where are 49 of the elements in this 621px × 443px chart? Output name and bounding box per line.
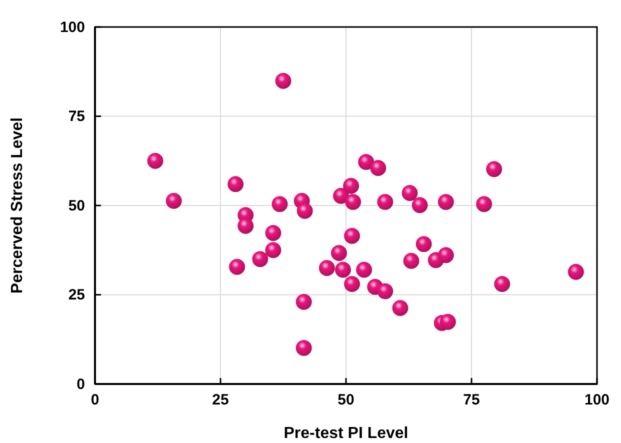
point	[377, 283, 394, 300]
y-tick-label: 50	[68, 197, 85, 214]
point	[335, 262, 351, 278]
point	[166, 192, 182, 209]
point	[370, 160, 386, 176]
point	[392, 300, 408, 316]
point	[356, 262, 372, 278]
y-tick-label: 100	[60, 18, 85, 36]
point	[344, 228, 360, 244]
point	[265, 242, 282, 258]
point	[228, 176, 244, 192]
y-axis-title: Percerved Stress Level	[9, 117, 26, 294]
x-tick-label: 75	[463, 392, 480, 409]
x-axis-title: Pre-test PI Level	[284, 425, 408, 442]
point	[440, 314, 456, 330]
point	[416, 236, 432, 252]
point	[147, 152, 164, 169]
y-tick-label: 25	[68, 286, 85, 304]
point	[229, 258, 246, 275]
point	[265, 225, 282, 241]
point	[486, 161, 502, 178]
point	[438, 247, 454, 264]
point	[377, 194, 394, 210]
x-tick-label: 100	[584, 392, 610, 409]
point	[275, 72, 292, 89]
x-tick-label: 0	[90, 392, 100, 409]
y-tick-label: 0	[76, 376, 85, 393]
point	[238, 218, 254, 234]
x-tick-label: 25	[212, 392, 229, 409]
point	[568, 264, 584, 280]
point	[296, 340, 312, 356]
point	[412, 197, 428, 214]
point	[272, 196, 288, 212]
point	[494, 276, 510, 292]
point	[296, 294, 312, 310]
point	[358, 154, 374, 170]
point	[476, 196, 492, 212]
x-tick-label: 50	[338, 392, 354, 409]
point	[252, 251, 268, 268]
point	[330, 245, 347, 261]
point	[318, 260, 335, 276]
point	[402, 185, 418, 201]
point	[344, 276, 360, 292]
point	[403, 252, 420, 269]
y-tick-label: 75	[68, 108, 85, 126]
point	[343, 178, 359, 194]
point	[296, 202, 313, 219]
point	[345, 194, 362, 210]
point	[438, 194, 454, 210]
